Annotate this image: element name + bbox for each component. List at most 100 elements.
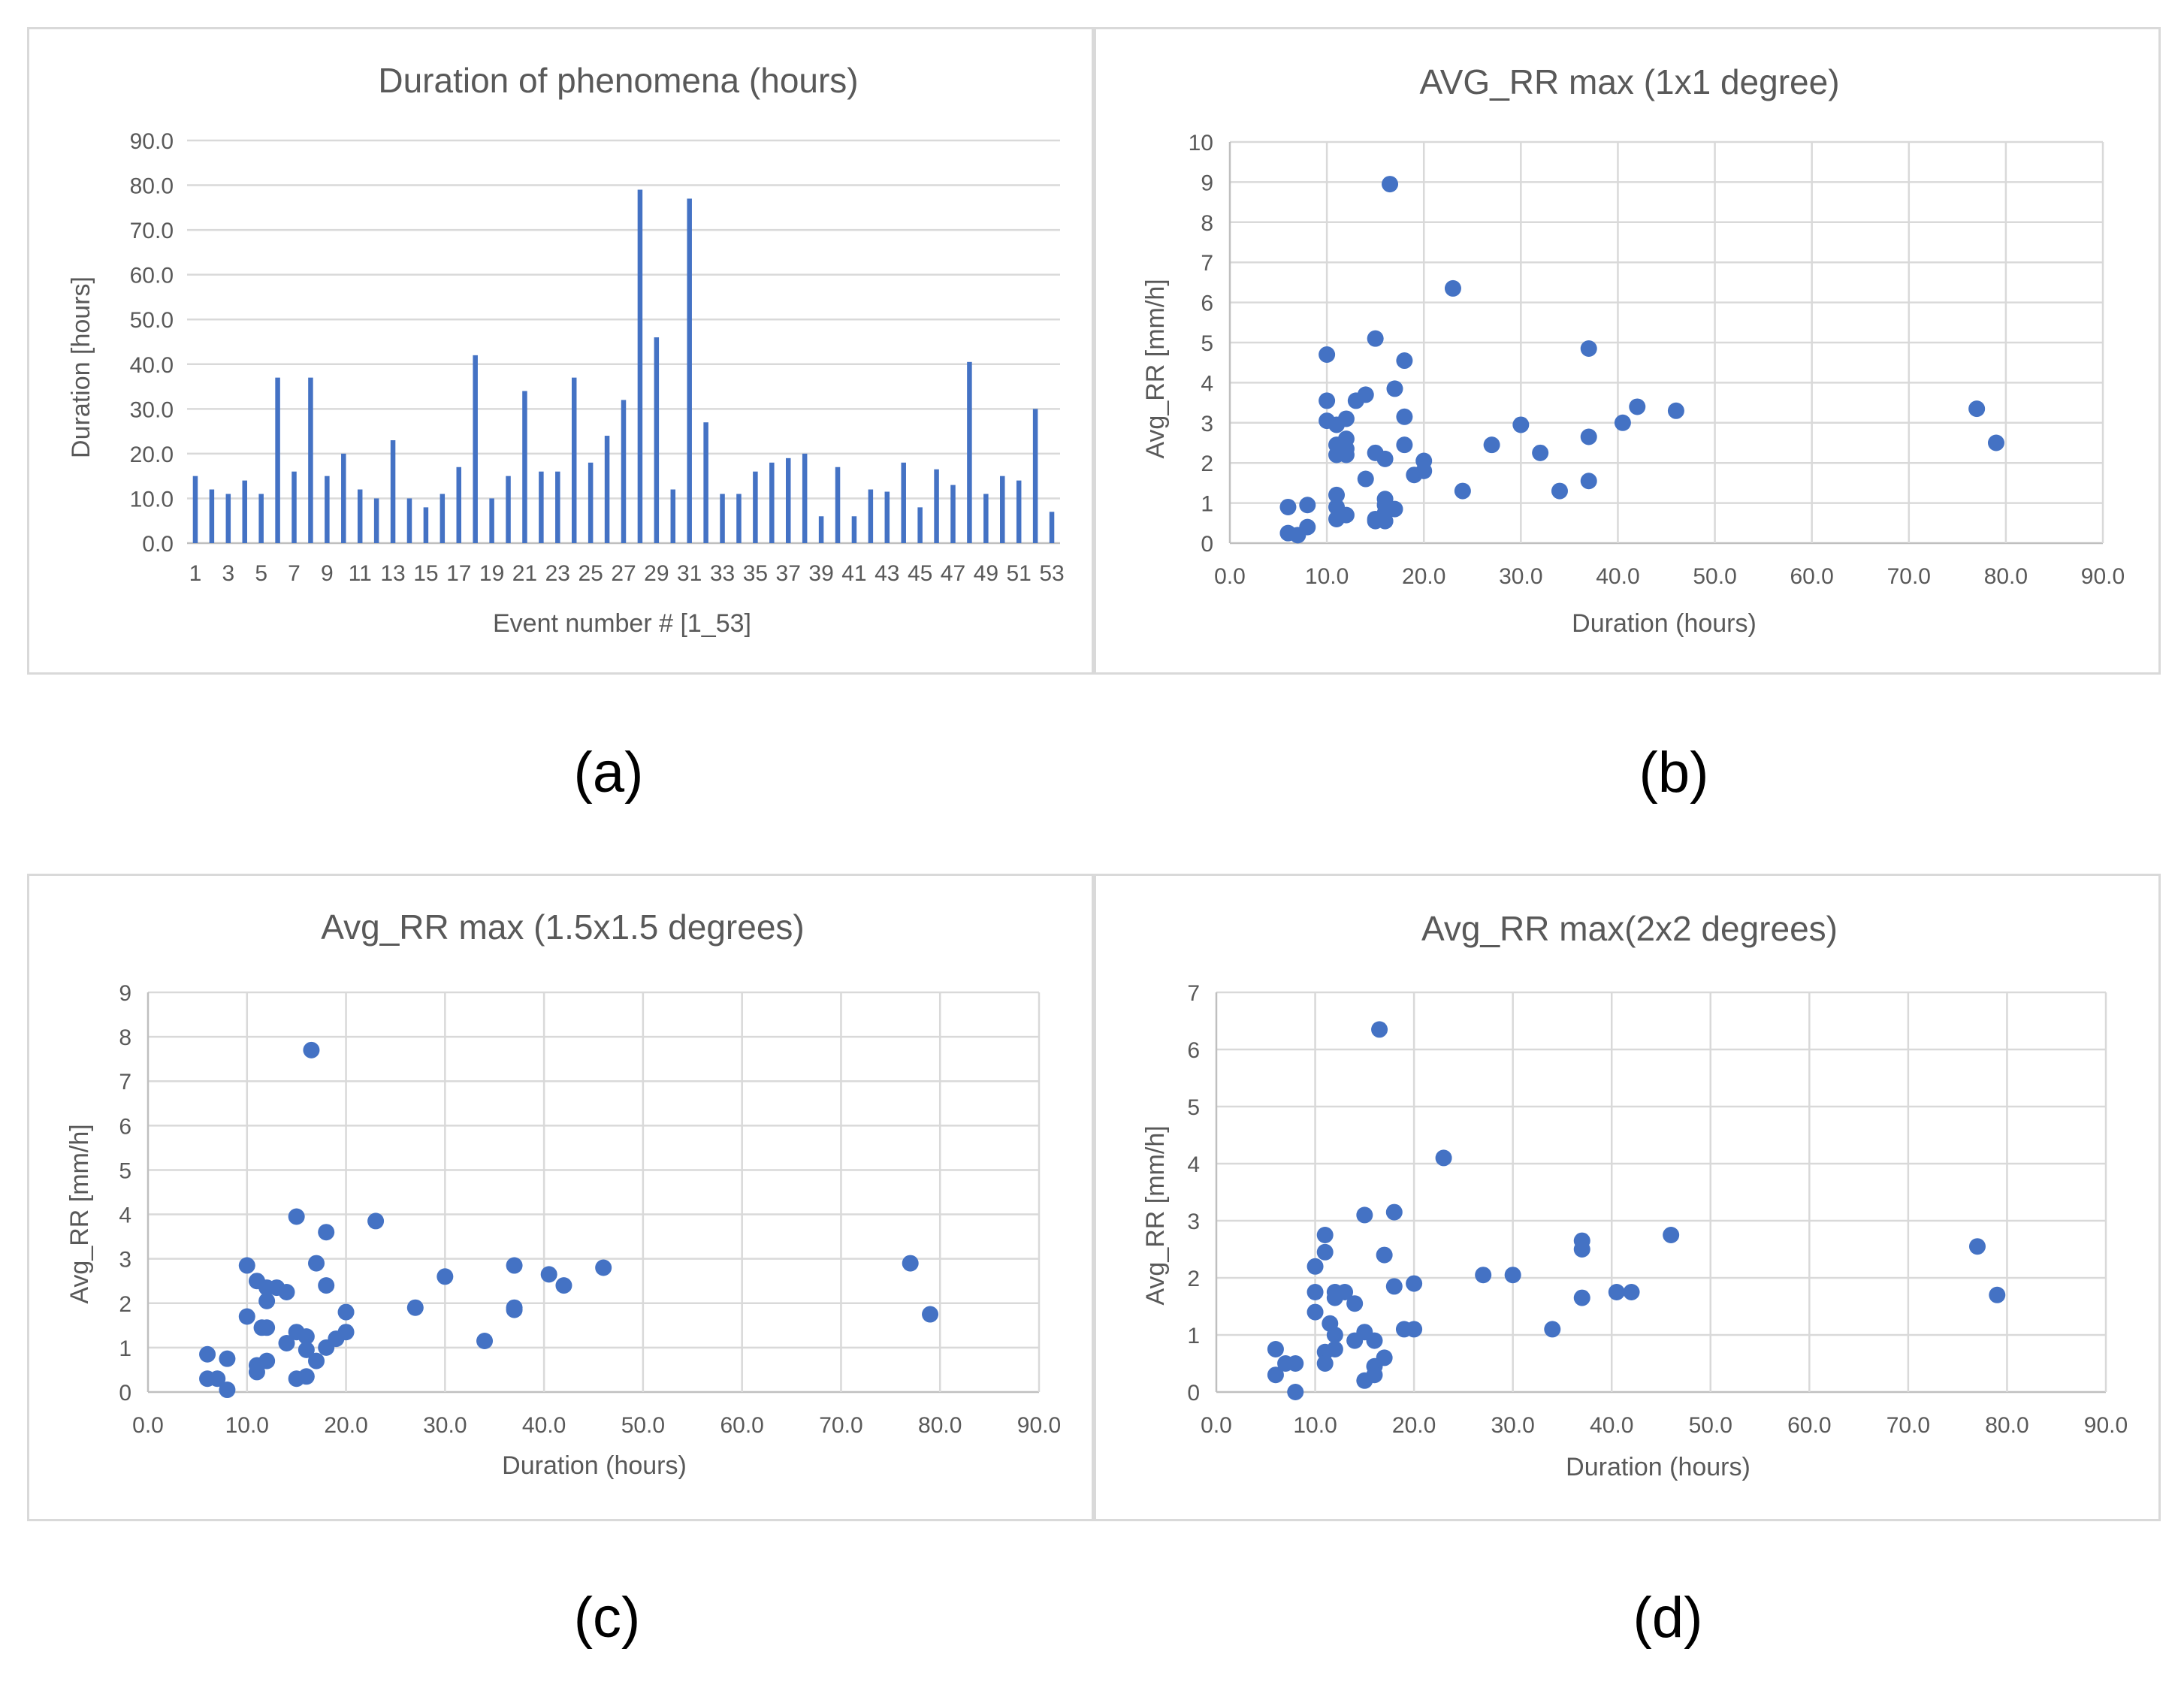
x-tick-label: 40.0 [1596, 564, 1639, 589]
bar [950, 485, 956, 543]
bar [571, 377, 577, 543]
x-tick-label: 0.0 [1201, 1413, 1232, 1438]
x-tick-label: 3 [222, 561, 234, 586]
x-tick-label: 41 [841, 561, 866, 586]
x-tick-label: 5 [255, 561, 267, 586]
data-point [476, 1333, 494, 1350]
data-point [258, 1352, 276, 1369]
data-point [1376, 1349, 1393, 1366]
x-tick-label: 50.0 [1693, 564, 1736, 589]
x-tick-label: 70.0 [819, 1413, 862, 1438]
x-tick-label: 60.0 [1787, 1413, 1831, 1438]
bar [506, 476, 511, 543]
points [1267, 1021, 2006, 1400]
bar [341, 453, 346, 543]
x-tick-label: 23 [545, 561, 570, 586]
bar [357, 489, 363, 543]
data-point [1337, 446, 1355, 464]
data-point [1299, 518, 1316, 536]
data-point [1580, 428, 1597, 445]
bar [670, 489, 676, 543]
x-tick-label: 29 [644, 561, 669, 586]
bar [308, 377, 313, 543]
bar [440, 494, 446, 543]
bar [373, 498, 379, 543]
bar [818, 516, 824, 543]
bar [967, 361, 972, 543]
data-point [902, 1255, 919, 1272]
x-tick-label: 10.0 [1293, 1413, 1337, 1438]
caption-b: (b) [1639, 741, 1709, 805]
bar [917, 507, 923, 543]
chart-title: Duration of phenomena (hours) [378, 61, 858, 100]
data-point [298, 1328, 315, 1345]
bar [604, 436, 610, 543]
y-tick-label: 4 [1187, 1152, 1200, 1177]
data-point [1415, 462, 1433, 479]
y-tick-label: 3 [1201, 412, 1213, 436]
data-point [298, 1368, 315, 1385]
data-point [1608, 1284, 1625, 1300]
bar [325, 476, 330, 543]
data-point [506, 1257, 523, 1274]
bar [522, 391, 527, 543]
bar [835, 467, 841, 543]
data-point [1444, 279, 1461, 297]
data-point [1623, 1284, 1640, 1300]
data-point [367, 1212, 385, 1230]
data-point [436, 1268, 454, 1285]
data-point [1989, 1286, 2006, 1303]
y-axis-label: Avg_RR [mm/h] [1141, 1125, 1170, 1305]
data-point [1386, 500, 1403, 518]
data-point [278, 1284, 295, 1300]
data-point [1279, 498, 1297, 515]
x-tick-label: 37 [776, 561, 801, 586]
y-tick-label: 7 [119, 1070, 131, 1095]
caption-a: (a) [573, 741, 644, 805]
y-tick-label: 2 [1187, 1267, 1200, 1291]
bar [785, 457, 791, 543]
y-tick-label: 10.0 [130, 487, 174, 512]
data-point [1435, 1149, 1452, 1167]
data-point [209, 1370, 226, 1388]
data-point [1385, 1203, 1403, 1221]
y-tick-label: 30.0 [130, 397, 174, 422]
bar [802, 453, 808, 543]
x-tick-label: 9 [321, 561, 334, 586]
data-point [1376, 1246, 1393, 1264]
data-point [1326, 1327, 1343, 1343]
data-point [540, 1266, 557, 1283]
y-tick-label: 3 [1187, 1209, 1200, 1234]
data-point [1454, 482, 1471, 500]
y-tick-label: 80.0 [130, 174, 174, 199]
x-tick-label: 90.0 [2081, 564, 2125, 589]
caption-c: (c) [573, 1586, 641, 1650]
data-point [1316, 1355, 1334, 1372]
chart-d-svg: Avg_RR max(2x2 degrees) 0 1 2 3 4 5 6 7 0.0 10.0… [1141, 909, 2128, 1481]
y-tick-label: 2 [119, 1292, 131, 1317]
bar [851, 516, 857, 543]
y-tick-label: 5 [1201, 331, 1213, 356]
y-tick-label: 6 [119, 1114, 131, 1139]
data-point [1287, 1355, 1304, 1372]
x-tick-label: 10.0 [1305, 564, 1349, 589]
x-tick-label: 35 [743, 561, 768, 586]
x-tick-label: 50.0 [1689, 1413, 1732, 1438]
bar [1032, 409, 1038, 543]
chart-c-svg: Avg_RR max (1.5x1.5 degrees) 0123456789 … [65, 907, 1061, 1480]
data-point [318, 1277, 335, 1294]
data-point [1663, 1227, 1680, 1243]
y-tick-label: 50.0 [130, 308, 174, 333]
y-tick-label: 60.0 [130, 264, 174, 288]
y-tick-label: 0 [1187, 1381, 1200, 1406]
x-tick-label: 11 [349, 561, 372, 586]
x-tick-label: 33 [710, 561, 735, 586]
bar [390, 440, 396, 543]
y-tick-label: 7 [1187, 981, 1200, 1006]
data-point [1366, 1366, 1383, 1384]
x-axis-label: Event number # [1_53] [493, 609, 751, 638]
y-tick-label: 40.0 [130, 353, 174, 378]
chart-title: Avg_RR max(2x2 degrees) [1421, 909, 1838, 948]
data-point [1614, 414, 1631, 431]
data-point [1968, 1238, 1986, 1255]
